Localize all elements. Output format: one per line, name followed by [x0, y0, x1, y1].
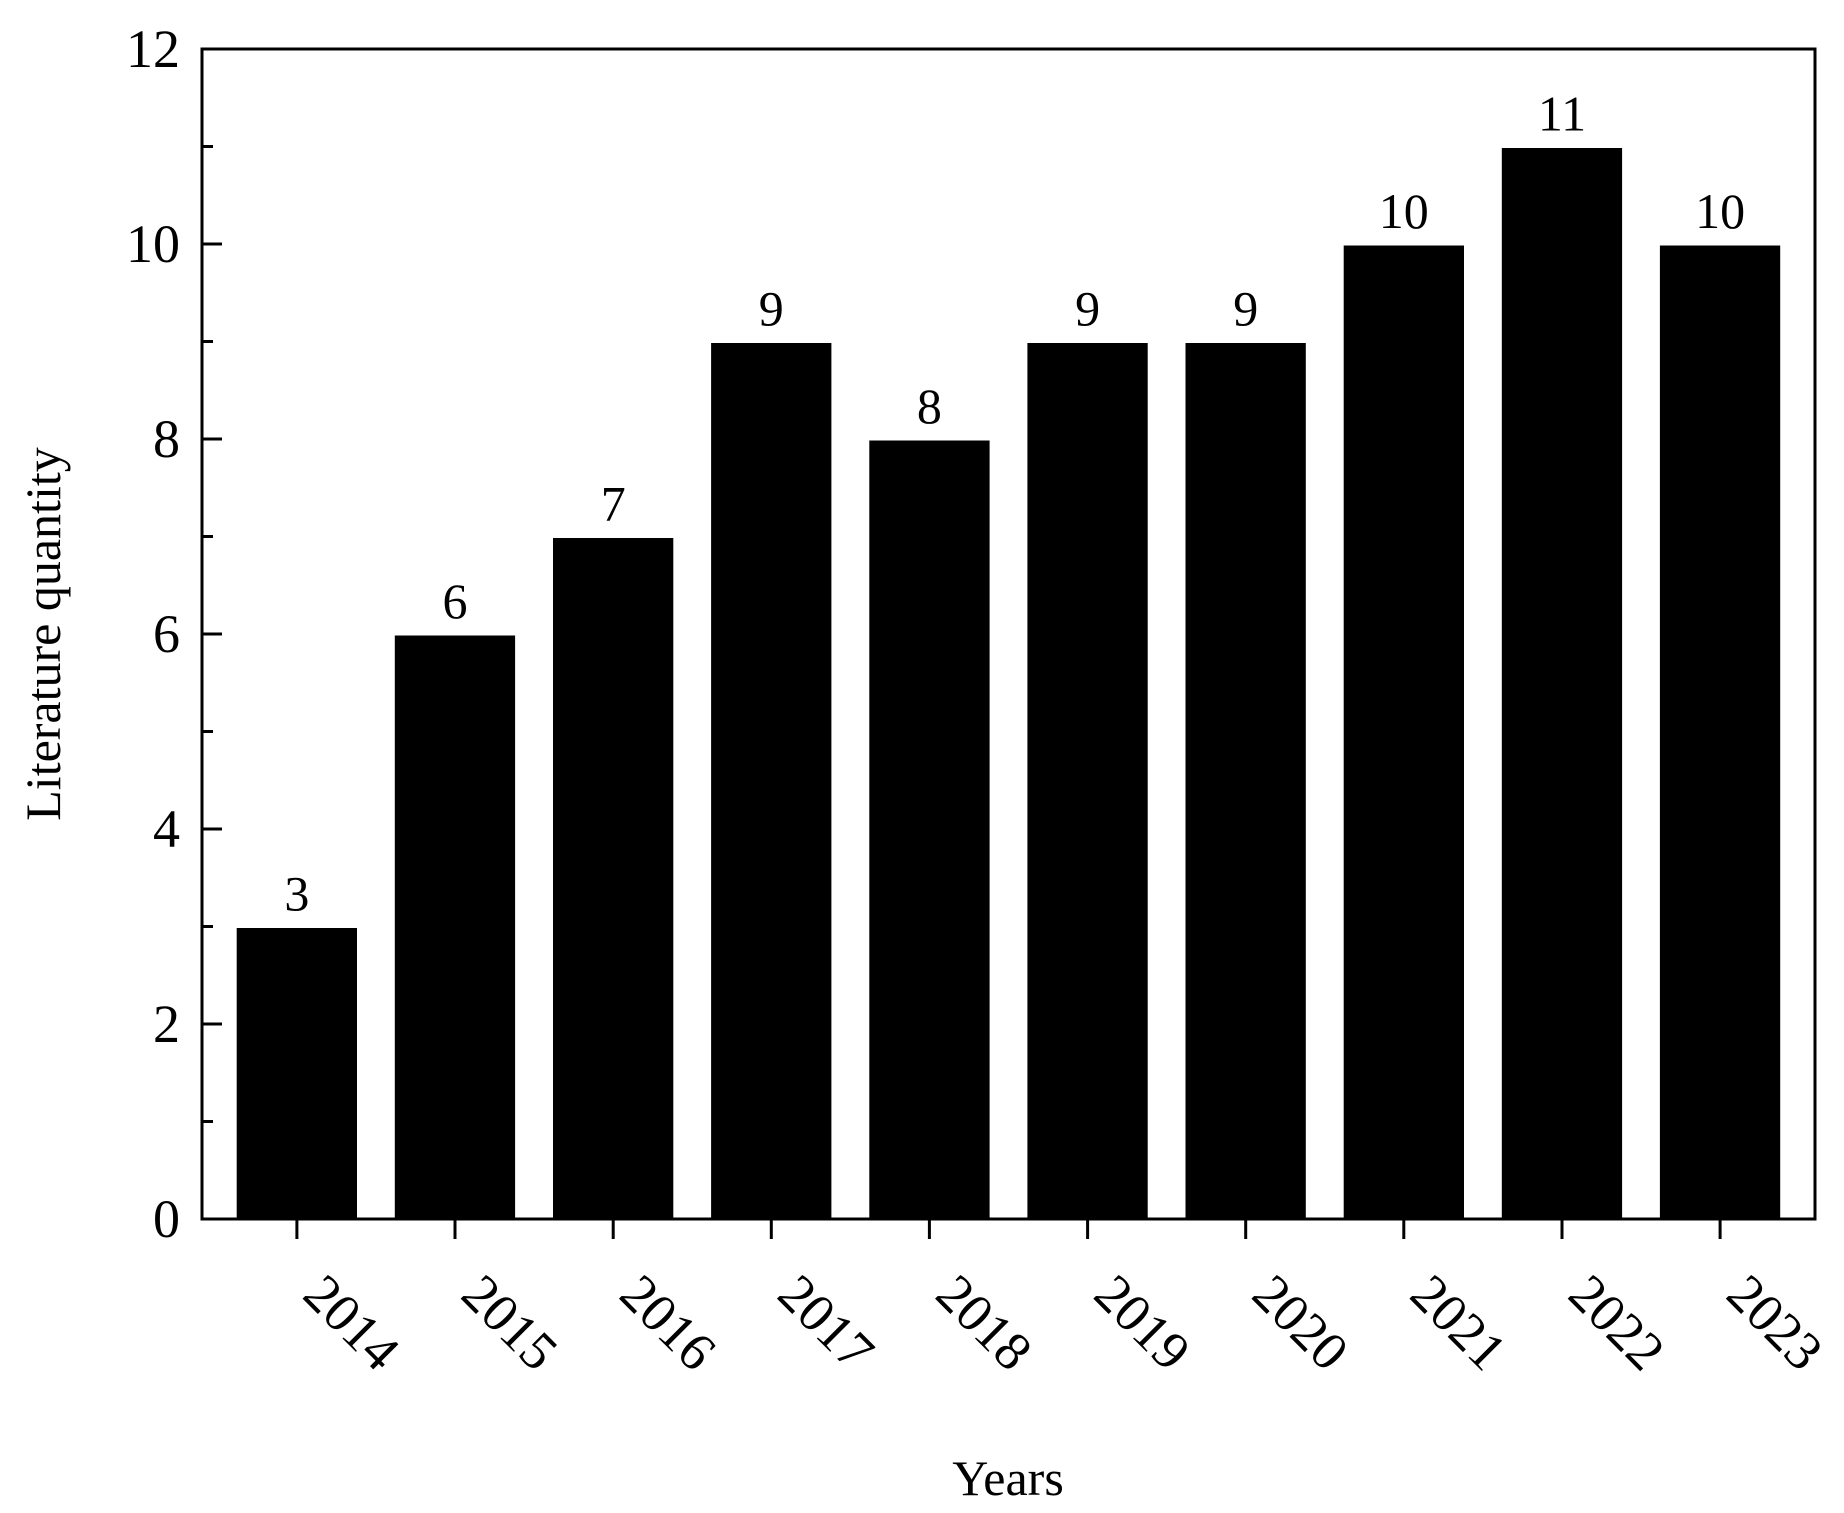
y-axis-title: Literature quantity	[15, 447, 71, 820]
bar-2017	[708, 340, 835, 1221]
bars-layer	[233, 145, 1784, 1221]
bar-2020	[1182, 340, 1309, 1221]
y-tick-label-10: 10	[126, 214, 180, 274]
bar-2016	[550, 535, 677, 1221]
y-tick-label-12: 12	[126, 19, 180, 79]
data-label-2016: 7	[601, 476, 626, 532]
data-label-2015: 6	[443, 573, 468, 629]
y-tick-label-8: 8	[153, 409, 180, 469]
y-tick-label-6: 6	[153, 604, 180, 664]
bar-2015	[391, 632, 519, 1221]
x-axis-title: Years	[952, 1450, 1064, 1506]
bar-2022	[1498, 145, 1626, 1221]
y-tick-label-4: 4	[153, 799, 180, 859]
data-label-2018: 8	[917, 378, 942, 434]
ticks-layer	[202, 47, 1722, 1239]
bar-2014	[233, 925, 360, 1221]
bar-2023	[1656, 242, 1784, 1221]
y-tick-label-0: 0	[153, 1189, 180, 1249]
bar-2021	[1340, 242, 1467, 1221]
data-label-2020: 9	[1233, 281, 1258, 337]
data-label-2021: 10	[1379, 183, 1429, 239]
data-label-2017: 9	[759, 281, 784, 337]
y-tick-label-2: 2	[153, 994, 180, 1054]
data-label-2014: 3	[284, 866, 309, 922]
data-label-2019: 9	[1075, 281, 1100, 337]
bar-2018	[866, 437, 993, 1221]
data-label-2022: 11	[1538, 86, 1586, 142]
data-label-2023: 10	[1695, 183, 1745, 239]
bar-2019	[1024, 340, 1151, 1221]
